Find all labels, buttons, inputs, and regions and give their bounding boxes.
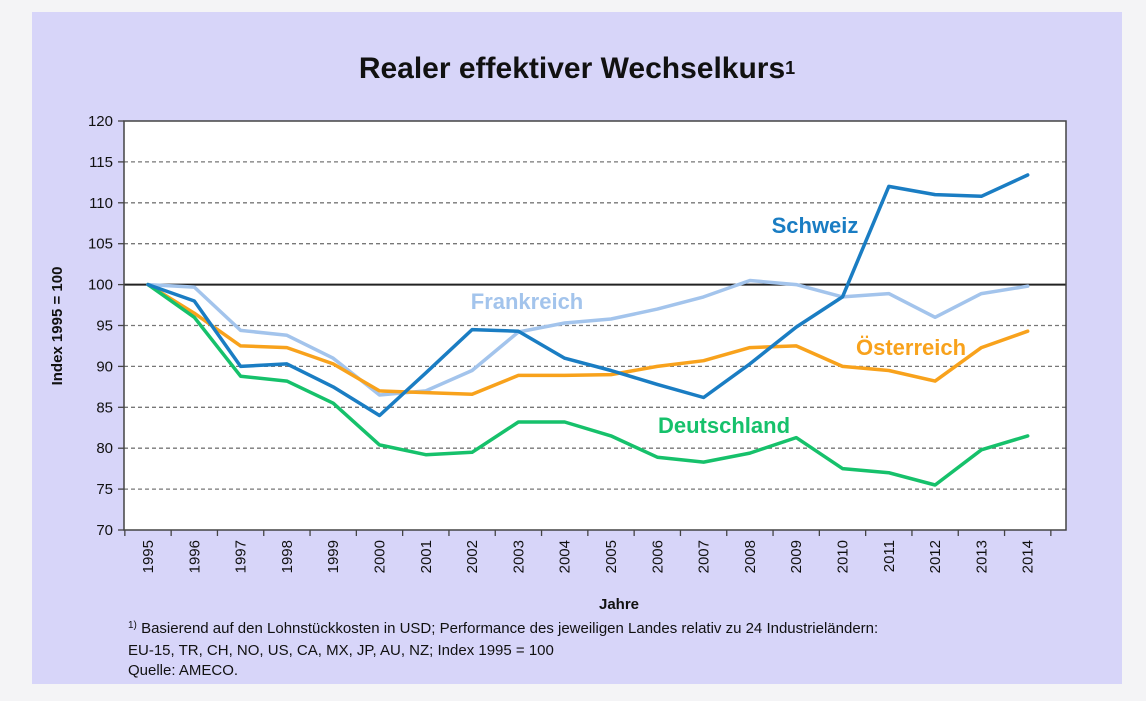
series-label-schweiz: Schweiz	[772, 213, 859, 238]
x-tick-label-1998: 1998	[279, 540, 296, 573]
x-tick-label-1997: 1997	[233, 540, 250, 573]
x-tick-label-2001: 2001	[418, 540, 435, 573]
footnote-source: Quelle: AMECO.	[128, 662, 239, 679]
y-tick-label-90: 90	[96, 358, 113, 375]
x-tick-label-2007: 2007	[696, 540, 713, 573]
x-tick-label-2006: 2006	[649, 540, 666, 573]
footnote-mark: 1)	[128, 620, 137, 631]
x-tick-label-2004: 2004	[557, 540, 574, 573]
x-tick-label-2003: 2003	[510, 540, 527, 573]
x-tick-label-2012: 2012	[927, 540, 944, 573]
chart-title: Realer effektiver Wechselkurs1	[358, 52, 796, 85]
x-tick-label-2005: 2005	[603, 540, 620, 573]
x-tick-label-1996: 1996	[186, 540, 203, 573]
footnote: 1) Basierend auf den Lohnstückkosten in …	[128, 619, 878, 681]
series-label-frankreich: Frankreich	[471, 289, 584, 314]
y-tick-label-75: 75	[96, 481, 113, 498]
y-tick-label-70: 70	[96, 522, 113, 539]
y-tick-label-100: 100	[88, 277, 113, 294]
y-tick-label-85: 85	[96, 399, 113, 416]
series-label-oesterreich: Österreich	[856, 335, 966, 360]
footnote-line-1: 1) Basierend auf den Lohnstückkosten in …	[128, 620, 879, 637]
y-tick-label-105: 105	[88, 236, 113, 253]
y-tick-label-80: 80	[96, 440, 113, 457]
x-tick-label-2010: 2010	[835, 540, 852, 573]
series-line-frankreich	[146, 278, 1030, 397]
y-tick-label-95: 95	[96, 318, 113, 335]
y-tick-label-110: 110	[89, 195, 113, 212]
series-line-deutschland	[146, 282, 1030, 487]
x-tick-label-1995: 1995	[140, 540, 157, 573]
y-tick-label-120: 120	[88, 113, 113, 130]
series-line-schweiz	[146, 173, 1030, 418]
series-line-oesterreich	[146, 282, 1030, 396]
x-tick-label-2008: 2008	[742, 540, 759, 573]
x-axis-label: Jahre	[599, 596, 639, 613]
series-label-deutschland: Deutschland	[658, 413, 790, 438]
x-tick-label-2002: 2002	[464, 540, 481, 573]
x-tick-label-1999: 1999	[325, 540, 342, 573]
y-axis-label: Index 1995 = 100	[49, 267, 66, 386]
x-tick-label-2013: 2013	[973, 540, 990, 573]
y-tick-label-115: 115	[89, 154, 113, 171]
footnote-line-2: EU-15, TR, CH, NO, US, CA, MX, JP, AU, N…	[128, 642, 554, 659]
x-tick-label-2014: 2014	[1020, 540, 1037, 573]
x-tick-label-2000: 2000	[372, 540, 389, 573]
x-tick-label-2009: 2009	[788, 540, 805, 573]
title-superscript: 1	[785, 58, 796, 78]
x-tick-label-2011: 2011	[881, 540, 898, 572]
